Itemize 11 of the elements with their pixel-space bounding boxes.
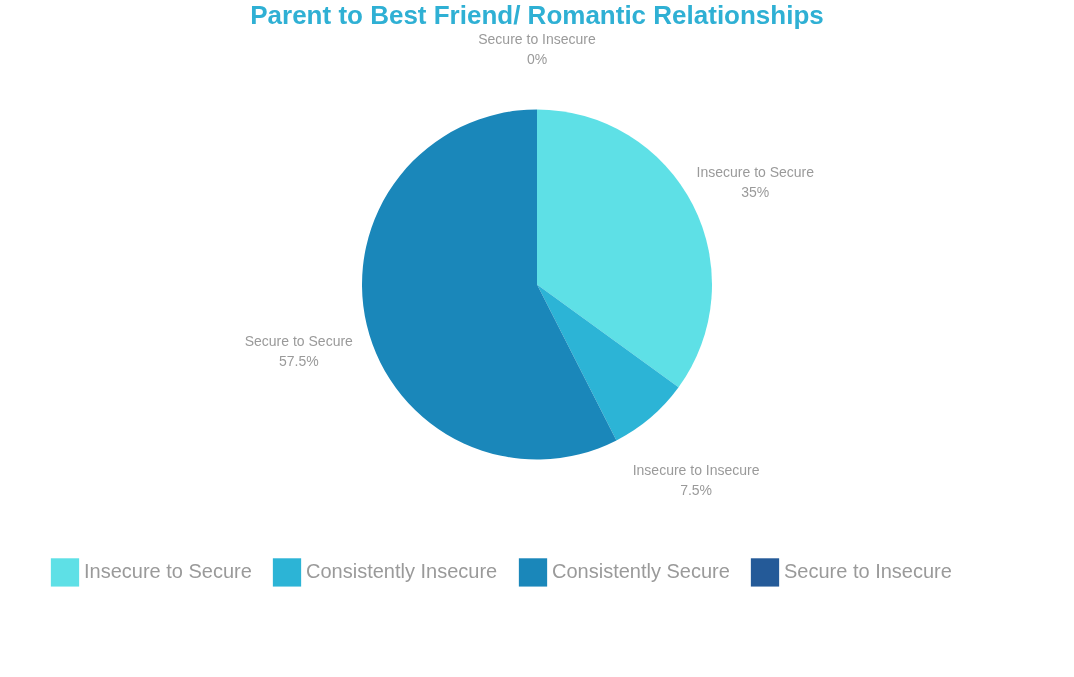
legend-label: Consistently Insecure xyxy=(306,560,498,583)
pie-slice xyxy=(362,109,617,460)
pie-slice xyxy=(537,284,679,441)
text: Secure to Insecure 0% xyxy=(478,30,596,67)
legend-label: Insecure to Secure xyxy=(84,560,252,583)
chart-title: Parent to Best Friend/ Romantic Relationships xyxy=(250,0,824,30)
data-label: Insecure to Insecure 7.5% xyxy=(632,461,760,498)
legend-label: Consistently Secure xyxy=(552,560,730,583)
legend-label: Secure to Insecure xyxy=(784,560,952,583)
data-label: Insecure to Secure 35% xyxy=(696,164,815,201)
data-label: Secure to Secure 57.5% xyxy=(244,332,354,369)
